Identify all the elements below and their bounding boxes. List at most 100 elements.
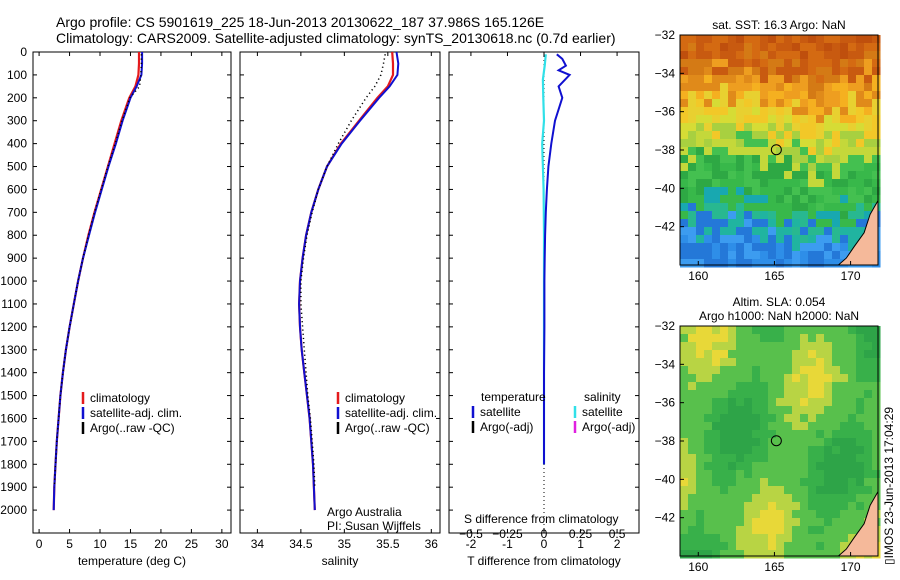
map-cell	[680, 115, 689, 124]
map-cell	[800, 91, 809, 100]
map-cell	[704, 35, 713, 44]
y-tick-label: 300	[7, 114, 27, 128]
map-cell	[824, 486, 833, 495]
map-cell	[832, 510, 841, 519]
map-cell	[704, 227, 713, 236]
map-cell	[720, 502, 729, 511]
map-cell	[736, 502, 745, 511]
map-cell	[832, 350, 841, 359]
map-cell	[744, 43, 753, 52]
map-cell	[680, 155, 689, 164]
map-cell	[744, 203, 753, 212]
map-cell	[688, 259, 697, 268]
map-cell	[824, 390, 833, 399]
map-cell	[760, 115, 769, 124]
map-cell	[864, 171, 873, 180]
map-cell	[784, 334, 793, 343]
map-cell	[816, 123, 825, 132]
map-cell	[752, 67, 761, 76]
map-cell	[712, 123, 721, 132]
map-cell	[792, 243, 801, 252]
map-cell	[768, 358, 777, 367]
map-cell	[704, 163, 713, 172]
map-cell	[808, 478, 817, 487]
map-cell	[744, 171, 753, 180]
map-cell	[784, 470, 793, 479]
map-cell	[760, 227, 769, 236]
map-cell	[688, 179, 697, 188]
map-cell	[800, 243, 809, 252]
map-cell	[728, 398, 737, 407]
map-cell	[704, 518, 713, 527]
map-cell	[768, 235, 777, 244]
map-cell	[704, 526, 713, 535]
map-cell	[688, 251, 697, 260]
map-cell	[760, 99, 769, 108]
y-tick-label: 1400	[0, 366, 27, 380]
map-cell	[736, 107, 745, 116]
map-cell	[872, 99, 881, 108]
map-cell	[760, 107, 769, 116]
map-cell	[792, 350, 801, 359]
map-cell	[736, 171, 745, 180]
map-cell	[776, 163, 785, 172]
map-cell	[824, 542, 833, 551]
map-cell	[768, 35, 777, 44]
map-cell	[712, 550, 721, 559]
map-cell	[872, 390, 881, 399]
map-cell	[800, 227, 809, 236]
map-cell	[816, 550, 825, 559]
map-cell	[872, 342, 881, 351]
map-cell	[680, 326, 689, 335]
map-cell	[840, 91, 849, 100]
map-cell	[728, 438, 737, 447]
map-cell	[704, 211, 713, 220]
map-cell	[816, 179, 825, 188]
map-cell	[680, 470, 689, 479]
map-cell	[776, 326, 785, 335]
map-cell	[848, 462, 857, 471]
map-cell	[848, 438, 857, 447]
map-cell	[704, 259, 713, 268]
map-cell	[680, 171, 689, 180]
map-cell	[808, 366, 817, 375]
map-cell	[704, 494, 713, 503]
map-cell	[704, 59, 713, 68]
map-cell	[784, 75, 793, 84]
map-cell	[856, 51, 865, 60]
map-cell	[680, 390, 689, 399]
map-cell	[824, 358, 833, 367]
map-cell	[728, 390, 737, 399]
map-cell	[712, 422, 721, 431]
map-cell	[752, 131, 761, 140]
map-cell	[856, 43, 865, 52]
map-cell	[832, 259, 841, 268]
map-cell	[824, 534, 833, 543]
map-cell	[856, 478, 865, 487]
map-cell	[736, 406, 745, 415]
map-cell	[856, 227, 865, 236]
map-cell	[792, 518, 801, 527]
map-cell	[776, 446, 785, 455]
map-cell	[808, 550, 817, 559]
map-cell	[744, 342, 753, 351]
map-cell	[856, 326, 865, 335]
map-cell	[816, 163, 825, 172]
map-cell	[712, 203, 721, 212]
map-cell	[768, 326, 777, 335]
series-argo-line	[53, 54, 143, 488]
map-cell	[744, 227, 753, 236]
map-cell	[752, 430, 761, 439]
map-cell	[704, 542, 713, 551]
map-cell	[864, 139, 873, 148]
map-cell	[752, 462, 761, 471]
map-cell	[832, 219, 841, 228]
map-cell	[840, 179, 849, 188]
map-cell	[712, 179, 721, 188]
map-cell	[688, 131, 697, 140]
map-cell	[808, 334, 817, 343]
map-cell	[696, 414, 705, 423]
map-cell	[856, 139, 865, 148]
map-cell	[848, 374, 857, 383]
map-cell	[760, 366, 769, 375]
